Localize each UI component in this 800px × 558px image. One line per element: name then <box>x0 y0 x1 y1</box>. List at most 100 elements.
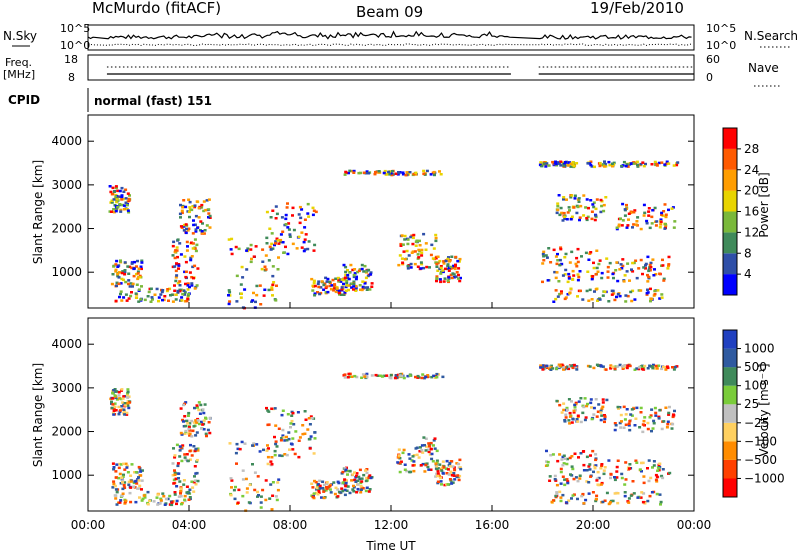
scatter-cell <box>444 259 448 263</box>
scatter-cell <box>194 285 198 289</box>
scatter-cell <box>652 422 656 425</box>
scatter-cell <box>184 282 187 286</box>
scatter-cell <box>288 235 292 238</box>
scatter-cell <box>455 462 459 465</box>
scatter-cell <box>268 245 272 249</box>
scatter-cell <box>660 367 664 371</box>
station-title: McMurdo (fitACF) <box>92 0 221 17</box>
scatter-cell <box>418 244 422 247</box>
scatter-cell <box>654 473 658 477</box>
scatter-cell <box>201 222 204 225</box>
scatter-cell <box>572 165 576 168</box>
scatter-cell <box>191 242 195 245</box>
scatter-cell <box>574 262 578 266</box>
scatter-cell <box>367 476 371 480</box>
scatter-cell <box>120 198 124 201</box>
scatter-cell <box>658 493 662 496</box>
scatter-cell <box>344 273 348 277</box>
scatter-cell <box>121 481 124 484</box>
scatter-cell <box>317 489 321 493</box>
scatter-cell <box>572 274 576 277</box>
scatter-cell <box>128 401 132 404</box>
scatter-cell <box>289 426 292 429</box>
scatter-cell <box>313 294 317 297</box>
scatter-cell <box>344 289 348 292</box>
scatter-cell <box>641 272 644 276</box>
scatter-cell <box>184 275 188 279</box>
scatter-cell <box>571 417 575 421</box>
scatter-cell <box>646 288 649 291</box>
scatter-cell <box>350 169 353 173</box>
scatter-cell <box>651 427 655 430</box>
scatter-cell <box>594 214 598 217</box>
scatter-cell <box>191 486 195 489</box>
scatter-cell <box>326 277 330 281</box>
scatter-cell <box>344 468 348 472</box>
scatter-cell <box>430 457 434 461</box>
scatter-cell <box>611 272 615 276</box>
scatter-cell <box>177 264 181 267</box>
scatter-cell <box>633 368 637 371</box>
scatter-cell <box>570 364 574 367</box>
scatter-cell <box>347 288 350 292</box>
scatter-cell <box>637 367 641 371</box>
scatter-cell <box>349 263 353 267</box>
scatter-cell <box>615 261 619 264</box>
scatter-cell <box>657 417 661 420</box>
scatter-cell <box>559 467 563 471</box>
scatter-cell <box>263 265 267 268</box>
scatter-cell <box>554 276 558 280</box>
scatter-cell <box>664 406 668 409</box>
scatter-cell <box>667 208 670 212</box>
scatter-cell <box>551 453 555 456</box>
x-tick-label: 00:00 <box>71 518 106 532</box>
scatter-cell <box>178 445 182 448</box>
scatter-cell <box>573 452 577 455</box>
x-tick-label: 04:00 <box>172 518 207 532</box>
scatter-cell <box>591 491 595 494</box>
scatter-cell <box>324 286 328 290</box>
scatter-cell <box>459 276 462 280</box>
scatter-cell <box>298 221 302 225</box>
scatter-cell <box>452 276 456 279</box>
scatter-cell <box>318 479 322 483</box>
scatter-cell <box>280 454 284 458</box>
scatter-cell <box>555 483 559 487</box>
scatter-cell <box>388 376 392 379</box>
scatter-cell <box>341 489 345 493</box>
scatter-cell <box>573 197 577 200</box>
scatter-cell <box>291 448 295 451</box>
scatter-cell <box>350 479 354 482</box>
scatter-cell <box>666 423 670 426</box>
scatter-cell <box>266 455 270 459</box>
scatter-cell <box>345 281 349 285</box>
scatter-cell <box>671 206 675 209</box>
scatter-cell <box>190 208 194 212</box>
scatter-cell <box>370 285 374 288</box>
scatter-cell <box>672 164 676 167</box>
scatter-cell <box>632 223 636 226</box>
scatter-cell <box>120 476 124 479</box>
scatter-cell <box>120 405 124 408</box>
scatter-cell <box>267 288 271 292</box>
scatter-cell <box>354 277 358 281</box>
scatter-cell <box>114 409 118 412</box>
scatter-cell <box>655 492 659 496</box>
nave-tick-max: 60 <box>706 53 720 66</box>
scatter-cell <box>196 267 200 270</box>
scatter-cell <box>276 488 280 492</box>
scatter-cell <box>109 190 113 194</box>
scatter-cell <box>191 232 195 235</box>
scatter-cell <box>318 484 322 488</box>
scatter-cell <box>126 402 130 405</box>
scatter-cell <box>352 282 356 286</box>
scatter-cell <box>239 296 243 299</box>
scatter-cell <box>311 289 315 292</box>
scatter-cell <box>188 429 192 432</box>
scatter-cell <box>184 223 188 226</box>
scatter-cell <box>310 277 314 281</box>
scatter-cell <box>655 220 659 223</box>
scatter-cell <box>569 287 573 290</box>
scatter-cell <box>359 288 362 291</box>
scatter-cell <box>434 475 438 478</box>
